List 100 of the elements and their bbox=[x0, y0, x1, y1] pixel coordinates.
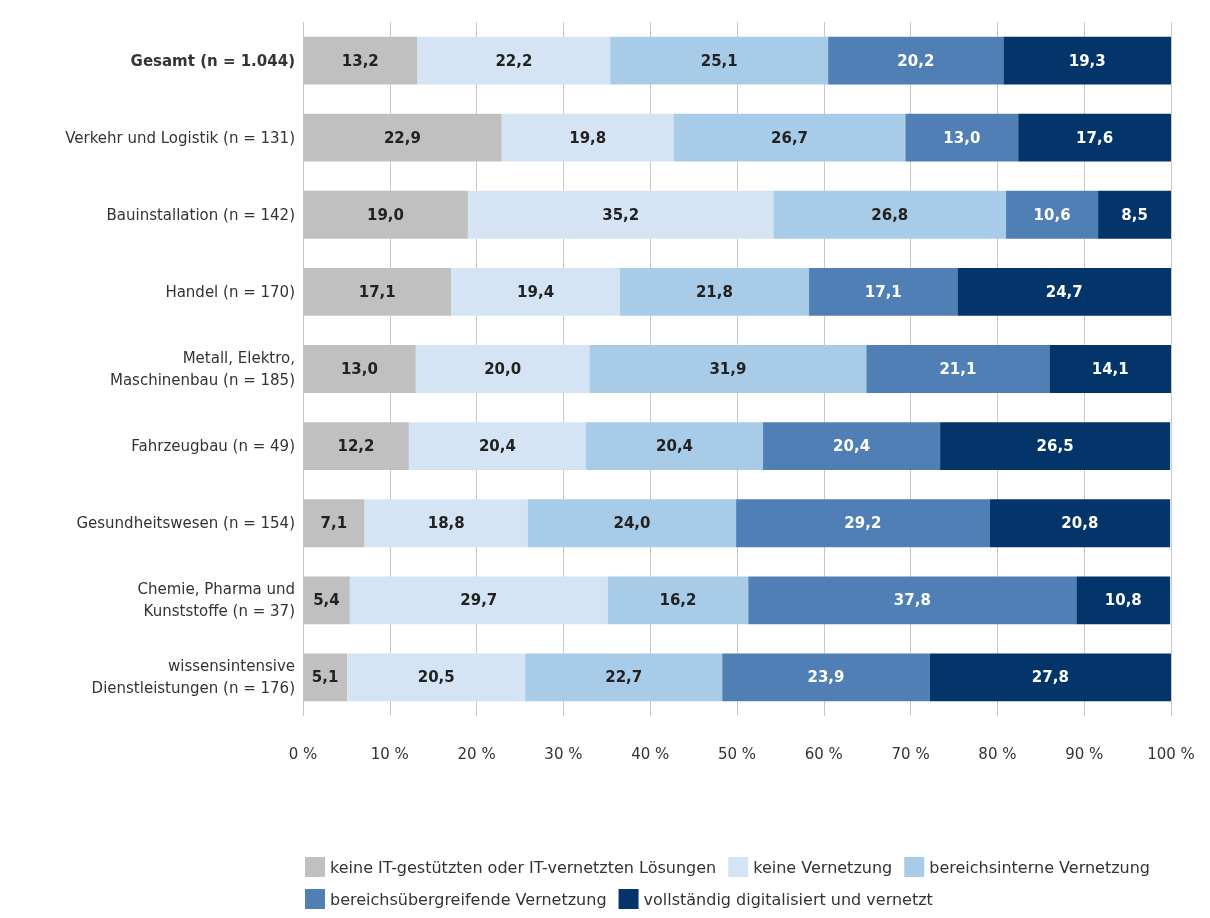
data-label: 26,7 bbox=[771, 128, 809, 147]
x-tick-label: 0 % bbox=[288, 744, 318, 763]
data-label: 25,1 bbox=[700, 51, 738, 70]
bar bbox=[722, 653, 930, 702]
bar bbox=[1006, 190, 1099, 239]
data-label: 20,5 bbox=[417, 668, 455, 687]
x-tick-label: 50 % bbox=[717, 744, 757, 763]
data-label: 20,4 bbox=[478, 437, 516, 456]
data-label: 21,1 bbox=[939, 360, 977, 378]
data-label: 12,2 bbox=[337, 437, 375, 456]
data-label: 17,6 bbox=[1076, 128, 1114, 147]
data-label: 17,1 bbox=[864, 282, 902, 301]
data-label: 19,4 bbox=[517, 282, 555, 301]
bar bbox=[607, 576, 749, 625]
bar bbox=[1076, 576, 1171, 625]
data-label: 17,1 bbox=[358, 282, 396, 301]
bar bbox=[828, 36, 1004, 85]
bar bbox=[957, 267, 1171, 316]
bar bbox=[748, 576, 1077, 625]
x-tick-label: 70 % bbox=[891, 744, 930, 763]
data-label: 20,2 bbox=[897, 51, 935, 70]
bar bbox=[763, 422, 941, 471]
x-tick-label: 90 % bbox=[1065, 744, 1104, 763]
legend-label: bereichsübergreifende Vernetzung bbox=[330, 889, 607, 909]
y-tick-label: wissensintensive Dienstleistungen (n = 176) bbox=[91, 657, 295, 698]
bar bbox=[589, 345, 867, 393]
data-label: 37,8 bbox=[893, 591, 931, 610]
data-label: 26,5 bbox=[1036, 437, 1074, 456]
data-label: 19,8 bbox=[569, 128, 607, 147]
data-label: 13,0 bbox=[340, 360, 378, 378]
data-label: 10,8 bbox=[1104, 591, 1142, 610]
bar bbox=[619, 267, 810, 316]
bar bbox=[1049, 345, 1171, 393]
legend-label: bereichsinterne Vernetzung bbox=[929, 857, 1151, 877]
bar bbox=[1098, 190, 1171, 239]
bar bbox=[417, 36, 611, 85]
data-label: 35,2 bbox=[602, 205, 640, 224]
legend-label: vollständig digitalisiert und vernetzt bbox=[643, 889, 933, 909]
x-tick-label: 100 % bbox=[1147, 744, 1195, 763]
data-label: 29,2 bbox=[844, 514, 882, 533]
data-label: 21,8 bbox=[695, 282, 733, 301]
data-label: 26,8 bbox=[871, 205, 909, 224]
data-label: 23,9 bbox=[807, 668, 845, 687]
bar bbox=[866, 345, 1050, 393]
data-label: 31,9 bbox=[709, 360, 747, 378]
y-tick-label: Chemie, Pharma und Kunststoffe (n = 37) bbox=[137, 580, 295, 621]
bar bbox=[1003, 36, 1171, 85]
bar bbox=[408, 422, 586, 471]
data-label: 16,2 bbox=[659, 591, 697, 610]
data-label: 13,0 bbox=[943, 128, 981, 147]
data-label: 20,4 bbox=[656, 437, 694, 456]
bar bbox=[585, 422, 764, 471]
x-tick-label: 80 % bbox=[978, 744, 1017, 763]
data-label: 22,9 bbox=[383, 128, 421, 147]
data-label: 14,1 bbox=[1091, 360, 1129, 378]
bar bbox=[1018, 113, 1171, 162]
data-label: 7,1 bbox=[320, 514, 348, 533]
y-tick-label: Handel (n = 170) bbox=[165, 282, 295, 301]
data-label: 18,8 bbox=[427, 514, 465, 533]
bar bbox=[905, 113, 1019, 162]
x-tick-label: 60 % bbox=[804, 744, 843, 763]
bar bbox=[673, 113, 906, 162]
y-tick-label: Metall, Elektro, Maschinenbau (n = 185) bbox=[109, 349, 295, 389]
x-tick-label: 40 % bbox=[631, 744, 670, 763]
y-tick-label: Gesamt (n = 1.044) bbox=[130, 51, 295, 70]
bar bbox=[940, 422, 1171, 471]
bar bbox=[773, 190, 1007, 239]
data-label: 5,4 bbox=[313, 591, 340, 610]
x-tick-label: 30 % bbox=[544, 744, 583, 763]
data-label: 22,2 bbox=[495, 51, 533, 70]
x-tick-label: 10 % bbox=[370, 744, 409, 763]
x-tick-label: 20 % bbox=[457, 744, 496, 763]
bar bbox=[527, 499, 737, 548]
data-label: 19,0 bbox=[366, 205, 404, 224]
data-label: 24,7 bbox=[1045, 282, 1083, 301]
y-tick-label: Gesundheitswesen (n = 154) bbox=[76, 514, 295, 533]
bar bbox=[415, 345, 590, 393]
y-tick-label: Bauinstallation (n = 142) bbox=[106, 205, 295, 224]
bar bbox=[501, 113, 674, 162]
data-label: 22,7 bbox=[605, 668, 643, 687]
bar bbox=[989, 499, 1171, 548]
data-label: 24,0 bbox=[613, 514, 651, 533]
data-label: 29,7 bbox=[460, 591, 498, 610]
data-label: 8,5 bbox=[1121, 205, 1148, 224]
data-label: 5,1 bbox=[311, 668, 339, 687]
bar bbox=[525, 653, 723, 702]
bar bbox=[809, 267, 958, 316]
bar bbox=[929, 653, 1171, 702]
bar bbox=[347, 653, 526, 702]
data-label: 20,8 bbox=[1061, 514, 1099, 533]
y-tick-label: Fahrzeugbau (n = 49) bbox=[131, 437, 295, 456]
data-label: 19,3 bbox=[1068, 51, 1106, 70]
bar bbox=[467, 190, 774, 239]
data-label: 20,4 bbox=[833, 437, 871, 456]
data-label: 10,6 bbox=[1033, 205, 1071, 224]
data-label: 27,8 bbox=[1031, 668, 1069, 687]
y-tick-label: Verkehr und Logistik (n = 131) bbox=[65, 128, 295, 147]
bar bbox=[451, 267, 620, 316]
bar bbox=[364, 499, 528, 548]
data-label: 20,0 bbox=[484, 360, 522, 378]
